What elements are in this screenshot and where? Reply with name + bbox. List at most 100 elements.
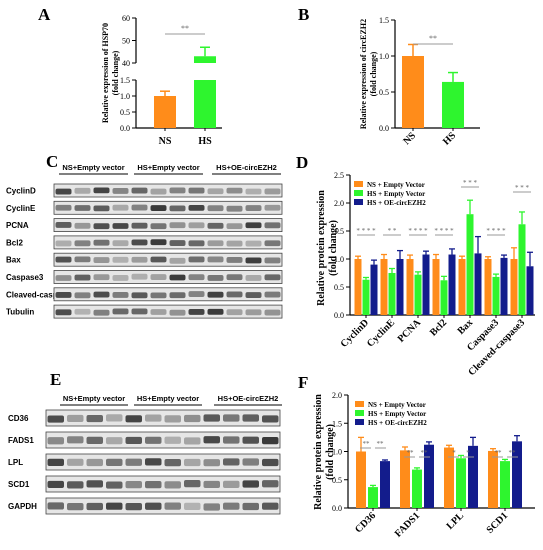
x-tick-label: Bax bbox=[456, 317, 476, 337]
y-tick-label: 0.5 bbox=[334, 283, 344, 292]
blot-band bbox=[242, 414, 259, 422]
blot-band bbox=[106, 502, 123, 510]
bar-cycline-s2 bbox=[388, 273, 396, 315]
blot-band bbox=[150, 256, 167, 263]
blot-band bbox=[188, 204, 205, 211]
blot-row-label: Bax bbox=[6, 256, 21, 265]
blot-group-label: HS+OE-circEZH2 bbox=[216, 163, 277, 172]
blot-strip bbox=[45, 431, 281, 449]
blot-band bbox=[93, 187, 110, 194]
bar-cyclind-s2 bbox=[362, 279, 370, 315]
bar-hs-upper bbox=[194, 56, 216, 63]
blot-band bbox=[188, 256, 205, 263]
blot-row-label: PCNA bbox=[6, 221, 29, 230]
blot-band bbox=[226, 187, 243, 194]
blot-band bbox=[262, 480, 279, 488]
blot-band bbox=[242, 436, 259, 444]
blot-band bbox=[245, 222, 262, 229]
blot-band bbox=[131, 256, 148, 263]
blot-band bbox=[223, 502, 240, 510]
bar-hs-lower bbox=[194, 80, 216, 128]
blot-row-label: FADS1 bbox=[8, 436, 34, 445]
blot-band bbox=[203, 436, 220, 444]
bar-scd1-s2 bbox=[500, 461, 510, 508]
y-tick-label: 1.5 bbox=[379, 16, 389, 25]
blot-band bbox=[226, 223, 243, 230]
blot-strip bbox=[53, 218, 283, 233]
bar-fads1-s1 bbox=[400, 450, 410, 508]
blot-band bbox=[131, 292, 148, 299]
y-tick-label: 1.0 bbox=[334, 255, 344, 264]
blot-band bbox=[112, 308, 129, 315]
blot-band bbox=[86, 436, 103, 444]
y-tick-label: 40 bbox=[122, 59, 130, 68]
blot-band bbox=[203, 503, 220, 511]
significance-label: ** bbox=[429, 34, 437, 43]
blot-band bbox=[264, 204, 281, 211]
y-tick-label: 2.0 bbox=[332, 391, 342, 400]
y-tick-label: 1.0 bbox=[379, 52, 389, 61]
blot-band bbox=[245, 188, 262, 195]
blot-band bbox=[86, 458, 103, 467]
blot-band bbox=[106, 458, 123, 467]
blot-strip bbox=[45, 475, 281, 493]
significance-label: ** bbox=[407, 449, 415, 457]
blot-band bbox=[242, 458, 259, 466]
blot-band bbox=[74, 256, 91, 263]
blot-band bbox=[264, 274, 281, 281]
blot-band bbox=[203, 459, 220, 467]
panel-letter-a: A bbox=[38, 5, 51, 24]
bar-cd36-s2 bbox=[368, 487, 378, 508]
y-axis-label-line2: (fold change) bbox=[325, 424, 336, 480]
blot-band bbox=[93, 205, 110, 212]
significance-label: ** bbox=[509, 449, 517, 457]
x-tick-label: CD36 bbox=[353, 510, 378, 535]
blot-band bbox=[188, 291, 205, 297]
blot-band bbox=[188, 187, 205, 194]
blot-row-label: CyclinD bbox=[6, 187, 36, 196]
blot-band bbox=[169, 240, 186, 246]
blot-band bbox=[207, 222, 224, 229]
blot-band bbox=[184, 458, 201, 467]
significance-label: ** bbox=[377, 440, 385, 448]
bar-cyclind-s3 bbox=[370, 264, 378, 315]
blot-band bbox=[150, 292, 167, 299]
panel-letter-c: C bbox=[46, 152, 58, 171]
blot-band bbox=[86, 480, 103, 488]
blot-band bbox=[125, 458, 142, 466]
blot-band bbox=[169, 205, 186, 212]
blot-band bbox=[112, 274, 129, 281]
blot-band bbox=[112, 223, 129, 229]
y-tick-label: 50 bbox=[122, 37, 130, 46]
significance-label: ** bbox=[421, 449, 429, 457]
blot-band bbox=[150, 205, 167, 211]
legend-label: NS + Empty Vector bbox=[367, 181, 425, 189]
blot-band bbox=[93, 309, 110, 316]
blot-band bbox=[55, 309, 72, 316]
blot-group-label: NS+Empty vector bbox=[62, 163, 124, 172]
bar-lpl-s1 bbox=[444, 447, 454, 508]
y-tick-label: 1.5 bbox=[332, 419, 342, 428]
bar-bax-s3 bbox=[474, 253, 482, 315]
blot-band bbox=[264, 188, 281, 195]
chart-b: 0.0 0.5 1.0 1.5 NS HS ** Relative expression of… bbox=[359, 16, 480, 148]
blot-band bbox=[67, 458, 84, 466]
blot-row-label: LPL bbox=[8, 458, 23, 467]
y-tick-label: 0.0 bbox=[379, 124, 389, 133]
blot-band bbox=[112, 256, 129, 263]
blot-band bbox=[264, 240, 281, 247]
blot-strip bbox=[45, 453, 281, 471]
blot-band bbox=[131, 187, 148, 194]
blot-band bbox=[164, 415, 181, 423]
blot-band bbox=[67, 481, 84, 489]
bar-fads1-s2 bbox=[412, 469, 422, 508]
significance-label: * bbox=[466, 449, 470, 457]
y-tick-label: 0.0 bbox=[334, 311, 344, 320]
bar-ns bbox=[154, 96, 176, 128]
blot-group-label: HS+OE-circEZH2 bbox=[218, 394, 279, 403]
blot-band bbox=[262, 415, 279, 423]
western-blot-c: NS+Empty vector HS+Empty vector HS+OE-circ… bbox=[6, 163, 283, 319]
blot-row-label: Tubulin bbox=[6, 308, 34, 317]
blot-band bbox=[145, 502, 162, 510]
